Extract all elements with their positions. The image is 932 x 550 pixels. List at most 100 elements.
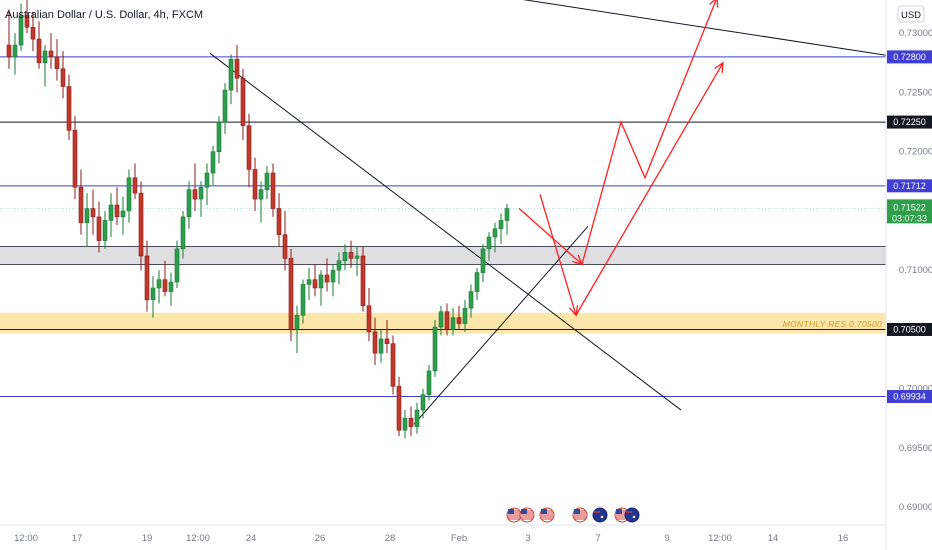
candle-body [66, 86, 72, 131]
candle-bear [324, 258, 330, 292]
candle-bull [486, 232, 492, 261]
candle-bear [240, 68, 246, 140]
candle-bear [90, 189, 96, 235]
candle-bear [114, 187, 120, 226]
flag-canton [508, 509, 514, 514]
time-axis-ticks: 12:00 17 19 12:00 24 26 28 Feb 3 7 9 12:00 14 16 [14, 533, 848, 544]
candle-bull [12, 33, 18, 75]
candle-body [144, 255, 150, 301]
candle-bear [30, 11, 36, 51]
candle-bear [96, 201, 102, 253]
candlesticks [6, 0, 510, 439]
candle-body [390, 343, 396, 387]
candle-body [408, 418, 414, 427]
event-markers[interactable] [506, 507, 640, 523]
projection-arrow [581, 0, 717, 265]
price-tick-label: 0.69500 [899, 443, 932, 454]
flag-star [632, 515, 636, 519]
candle-bear [234, 45, 240, 93]
candle-body [84, 208, 90, 224]
gray-zone [0, 246, 886, 265]
price-badge: 0.71712 [887, 179, 932, 193]
candle-body [414, 409, 420, 427]
candle-body [456, 317, 462, 324]
candle-body [354, 255, 360, 259]
candle-body [12, 44, 18, 58]
candle-body [36, 38, 42, 64]
candle-bull [258, 181, 264, 223]
badge-bg [887, 115, 932, 129]
candle-bull [168, 272, 174, 306]
badge-label: 0.71712 [893, 181, 926, 191]
candle-bear [288, 248, 294, 342]
candle-bear [162, 260, 168, 297]
candle-body [468, 291, 474, 309]
candle-bull [210, 145, 216, 185]
candle-body [126, 177, 132, 212]
badge-bg [887, 179, 932, 193]
candle-bull [300, 279, 306, 324]
candle-bear [360, 246, 366, 312]
flag-us-icon[interactable] [519, 507, 535, 523]
candle-bull [462, 299, 468, 332]
candle-bear [138, 181, 144, 271]
candle-bull [492, 222, 498, 253]
candle-body [222, 89, 228, 123]
candle-body [216, 121, 222, 152]
candle-body [336, 260, 342, 271]
time-tick-label: 12:00 [708, 533, 732, 544]
candle-body [462, 307, 468, 324]
candle-bear [24, 0, 30, 34]
projection-arrow [575, 62, 724, 316]
currency-button[interactable]: USD [897, 5, 925, 23]
flag-us-icon[interactable] [539, 507, 555, 523]
candle-bull [336, 252, 342, 285]
flag-us-icon[interactable] [506, 507, 522, 523]
candle-bull [222, 82, 228, 134]
candle-bull [156, 270, 162, 304]
flag-us-icon[interactable] [572, 507, 588, 523]
candle-bear [78, 169, 84, 235]
candle-body [18, 15, 24, 46]
time-tick-label: 14 [768, 533, 779, 544]
candle-body [294, 314, 300, 330]
candle-body [486, 236, 492, 250]
candle-bear [66, 74, 72, 140]
candle-body [132, 177, 138, 194]
flag-circle [592, 507, 608, 523]
candle-body [210, 151, 216, 174]
candle-body [114, 204, 120, 218]
candle-body [306, 279, 312, 285]
candle-bull [432, 319, 438, 377]
badge-bg [887, 199, 932, 224]
time-tick-label: 12:00 [186, 533, 210, 544]
price-tick-label: 0.73000 [899, 28, 932, 39]
candle-body [150, 287, 156, 301]
candle-body [264, 172, 270, 190]
candle-bull [174, 240, 180, 288]
candle-bull [474, 267, 480, 300]
flag-au-icon[interactable] [592, 507, 608, 523]
candle-bear [72, 116, 78, 200]
candle-bear [192, 163, 198, 211]
candle-bear [276, 193, 282, 247]
candle-body [288, 258, 294, 330]
candle-body [270, 172, 276, 209]
candle-bear [456, 305, 462, 330]
candle-bear [396, 376, 402, 437]
price-badge: 0.69934 [887, 390, 932, 404]
candle-bear [48, 33, 54, 69]
candle-body [348, 252, 354, 259]
candle-body [198, 186, 204, 200]
candle-body [372, 331, 378, 354]
candle-body [258, 189, 264, 200]
candle-bull [468, 284, 474, 318]
candle-body [342, 252, 348, 262]
candle-body [474, 272, 480, 292]
candle-bear [312, 264, 318, 297]
flag-au-icon[interactable] [624, 507, 640, 523]
candle-bull [294, 305, 300, 354]
candle-bull [42, 45, 48, 87]
